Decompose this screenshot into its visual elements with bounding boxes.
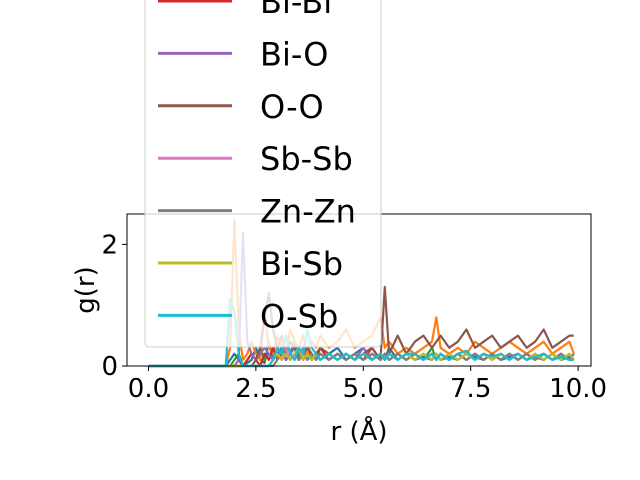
legend-label: O-O: [260, 88, 324, 126]
y-tick-label: 0: [101, 352, 118, 382]
legend-label: Bi-Sb: [260, 245, 343, 283]
legend-label: Bi-O: [260, 35, 328, 73]
legend-box: [144, 0, 382, 348]
x-tick-label: 7.5: [450, 374, 491, 404]
x-axis-ticks: 0.0 2.5 5.0 7.5 10.0: [128, 366, 607, 404]
legend-label: O-Sb: [260, 297, 338, 335]
y-axis-label: g(r): [71, 266, 101, 313]
y-axis-ticks: 02: [101, 230, 127, 382]
x-axis-label: r (Å): [330, 415, 387, 447]
legend-label: Sb-Sb: [260, 140, 353, 178]
x-tick-label: 0.0: [128, 374, 169, 404]
y-tick-label: 2: [101, 230, 118, 260]
legend-label: Zn-Zn: [260, 193, 356, 231]
x-tick-label: 5.0: [343, 374, 384, 404]
legend: Bi-Bi Bi-O O-O Sb-Sb Zn-Zn Bi-Sb O-Sb: [144, 0, 382, 348]
x-tick-label: 10.0: [549, 374, 607, 404]
x-tick-label: 2.5: [235, 374, 276, 404]
legend-label: Bi-Bi: [260, 0, 332, 21]
